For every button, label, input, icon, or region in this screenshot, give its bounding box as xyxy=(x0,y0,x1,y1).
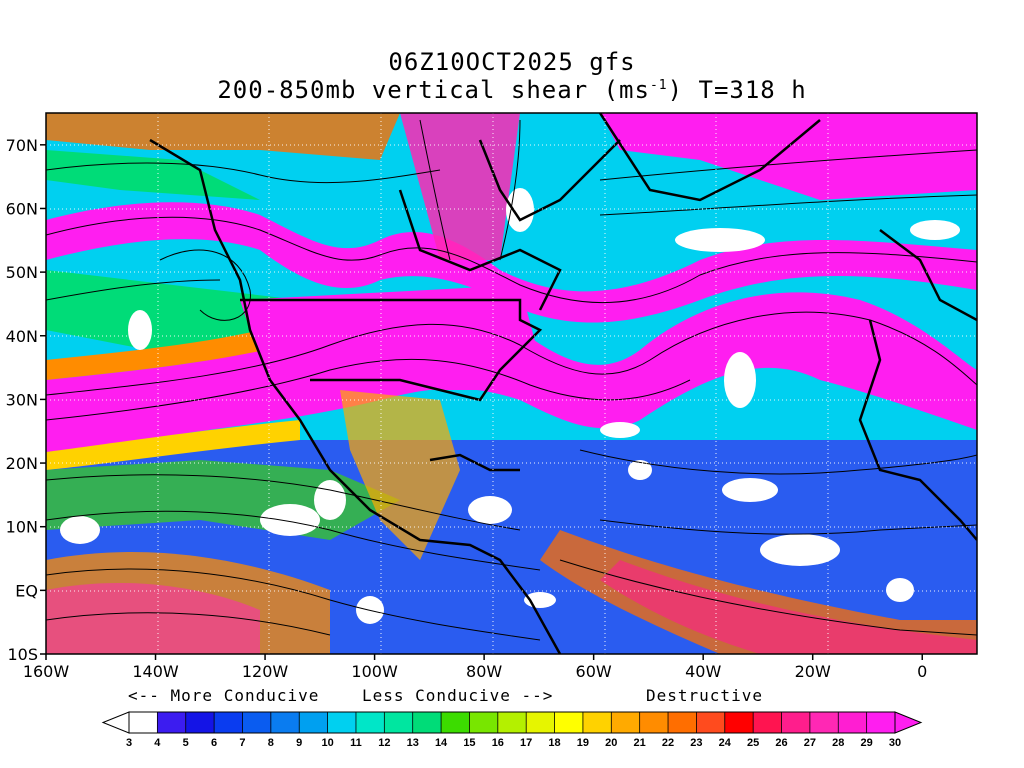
chart-title-line1: 06Z10OCT2025 gfs xyxy=(388,48,636,76)
destructive-label: Destructive xyxy=(646,686,763,705)
colorbar-label: 17 xyxy=(520,737,532,749)
colorbar-label: 23 xyxy=(690,737,702,749)
colorbar-swatch xyxy=(639,712,669,733)
x-axis: 160W 140W 120W 100W 80W 60W 40W 20W 0 xyxy=(23,654,927,681)
colorbar-swatch xyxy=(441,712,470,733)
colorbar-swatch xyxy=(668,712,697,733)
x-tick-label: 100W xyxy=(351,662,398,681)
colorbar-label: 6 xyxy=(211,737,217,749)
colorbar-label: 13 xyxy=(407,737,419,749)
colorbar-label: 26 xyxy=(775,737,787,749)
less-conducive-label: Less Conducive --> xyxy=(362,686,554,705)
colorbar-swatch xyxy=(242,712,272,733)
colorbar-swatch xyxy=(469,712,499,733)
title-line2-prefix: 200-850mb vertical shear (ms xyxy=(217,76,650,104)
coastlines xyxy=(149,113,977,654)
colorbar-label: 19 xyxy=(577,737,589,749)
colorbar-label: 3 xyxy=(126,737,132,749)
colorbar-label: 15 xyxy=(463,737,475,749)
colorbar-label: 21 xyxy=(634,737,646,749)
x-tick-label: 0 xyxy=(917,662,927,681)
colorbar-swatch xyxy=(355,712,385,733)
colorbar-swatch xyxy=(270,712,300,733)
colorbar-label: 28 xyxy=(832,737,844,749)
colorbar-swatch xyxy=(611,712,641,733)
x-tick-label: 40W xyxy=(685,662,721,681)
y-tick-label: EQ xyxy=(15,581,38,600)
x-tick-label: 160W xyxy=(23,662,70,681)
colorbar-label: 29 xyxy=(861,737,873,749)
colorbar-swatch xyxy=(157,712,187,733)
colorbar-label: 11 xyxy=(350,737,362,749)
colorbar-label: 5 xyxy=(183,737,189,749)
x-tick-label: 60W xyxy=(576,662,612,681)
colorbar-swatch xyxy=(781,712,811,733)
y-tick-label: 10N xyxy=(6,518,38,537)
colorbar-label: 12 xyxy=(378,737,390,749)
more-conducive-label: <-- More Conducive xyxy=(128,686,320,705)
colorbar-label: 27 xyxy=(804,737,816,749)
colorbar-swatch xyxy=(753,712,783,733)
colorbar-swatch xyxy=(214,712,243,733)
y-tick-label: 70N xyxy=(6,136,38,155)
colorbar-label: 14 xyxy=(435,737,448,749)
y-tick-label: 30N xyxy=(6,390,38,409)
y-tick-label: 10S xyxy=(7,645,38,664)
colorbar-swatch xyxy=(497,712,527,733)
colorbar-swatch xyxy=(299,712,329,733)
colorbar-swatch xyxy=(554,712,584,733)
colorbar-swatch xyxy=(412,712,442,733)
y-tick-label: 40N xyxy=(6,327,38,346)
chart-title-line2: 200-850mb vertical shear (ms-1) T=318 h xyxy=(0,78,1024,102)
colorbar-right-arrow xyxy=(894,711,923,734)
colorbar-label: 18 xyxy=(548,737,560,749)
colorbar-swatch xyxy=(129,712,158,733)
colorbar-label: 16 xyxy=(492,737,504,749)
colorbar-swatch xyxy=(696,712,726,733)
title-line2-suffix: ) T=318 h xyxy=(667,76,807,104)
colorbar-left-arrow xyxy=(101,711,130,734)
colorbar-swatch xyxy=(582,712,612,733)
y-tick-label: 20N xyxy=(6,454,38,473)
colorbar-swatch xyxy=(327,712,357,733)
colorbar-swatch xyxy=(724,712,754,733)
colorbar-label: 22 xyxy=(662,737,674,749)
colorbar-label: 8 xyxy=(268,737,274,749)
colorbar-label: 9 xyxy=(296,737,302,749)
colorbar: 3 4 5 6 7 8 9 10 11 12 13 14 15 16 17 18 19 20 21 22 23 24 25 2… xyxy=(101,711,923,749)
colorbar-label: 10 xyxy=(321,737,333,749)
colorbar-swatch xyxy=(866,712,896,733)
title-line2-superscript: -1 xyxy=(649,78,668,93)
streamlines xyxy=(46,119,977,641)
colorbar-label: 24 xyxy=(719,737,732,749)
colorbar-label: 30 xyxy=(889,737,901,749)
x-tick-label: 20W xyxy=(795,662,831,681)
map-frame xyxy=(45,112,978,655)
colorbar-label: 25 xyxy=(747,737,759,749)
colorbar-swatch xyxy=(809,712,839,733)
y-tick-label: 50N xyxy=(6,263,38,282)
colorbar-swatch xyxy=(838,712,868,733)
x-tick-label: 140W xyxy=(132,662,179,681)
y-tick-label: 60N xyxy=(6,199,38,218)
x-tick-label: 80W xyxy=(466,662,502,681)
colorbar-swatch xyxy=(526,712,556,733)
x-tick-label: 120W xyxy=(242,662,289,681)
colorbar-swatch xyxy=(185,712,215,733)
colorbar-swatch xyxy=(384,712,414,733)
colorbar-label: 4 xyxy=(154,737,161,749)
shear-field xyxy=(46,113,977,654)
colorbar-label: 20 xyxy=(605,737,617,749)
colorbar-label: 7 xyxy=(239,737,245,749)
y-axis: 70N 60N 50N 40N 30N 20N 10N EQ 10S xyxy=(6,136,46,664)
